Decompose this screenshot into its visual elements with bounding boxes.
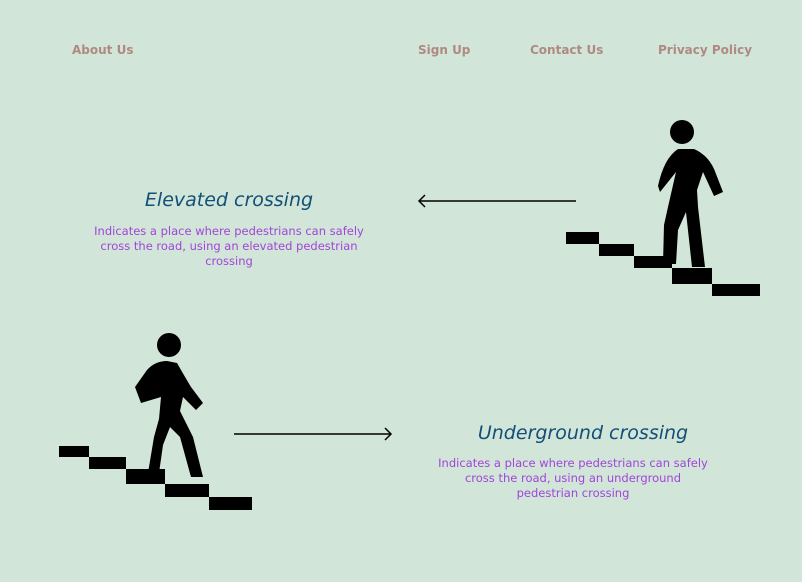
nav-link-contact-us[interactable]: Contact Us	[530, 43, 604, 57]
arrow-right-icon	[234, 427, 393, 441]
nav-link-privacy-policy[interactable]: Privacy Policy	[658, 43, 753, 57]
elevated-crossing-title: Elevated crossing	[144, 189, 314, 211]
person-descending-stairs-icon	[59, 333, 252, 510]
underground-crossing-title: Underground crossing	[477, 422, 689, 444]
underground-crossing-description: Indicates a place where pedestrians can …	[438, 456, 708, 500]
person-climbing-stairs-icon	[566, 120, 760, 296]
arrow-left-icon	[417, 194, 576, 208]
nav-link-sign-up[interactable]: Sign Up	[418, 43, 471, 57]
elevated-crossing-description: Indicates a place where pedestrians can …	[94, 224, 364, 268]
nav-link-about-us[interactable]: About Us	[72, 43, 134, 57]
